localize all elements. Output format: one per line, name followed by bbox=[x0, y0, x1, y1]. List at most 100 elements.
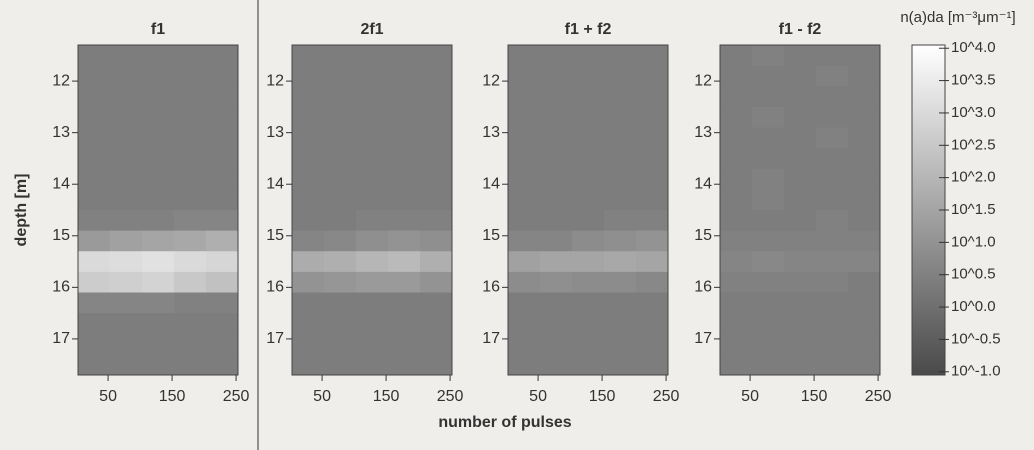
heatmap-cell bbox=[420, 189, 453, 211]
heatmap-cell bbox=[720, 45, 753, 67]
heatmap-cell bbox=[420, 354, 453, 376]
heatmap-cell bbox=[720, 313, 753, 335]
heatmap-cell bbox=[110, 251, 143, 273]
x-tick-label: 250 bbox=[865, 388, 892, 405]
heatmap-cell bbox=[540, 333, 573, 355]
heatmap-cell bbox=[636, 251, 669, 273]
heatmap-cell bbox=[110, 106, 143, 128]
heatmap-cell bbox=[816, 106, 849, 128]
heatmap-cell bbox=[604, 230, 637, 252]
heatmap-cell bbox=[78, 106, 111, 128]
heatmap-cell bbox=[816, 354, 849, 376]
heatmap-cell bbox=[324, 65, 357, 87]
heatmap-cell bbox=[784, 210, 817, 232]
heatmap-cell bbox=[356, 333, 389, 355]
heatmap-cell bbox=[572, 106, 605, 128]
y-tick-label: 12 bbox=[266, 72, 284, 89]
heatmap-cell bbox=[110, 333, 143, 355]
heatmap-cell bbox=[752, 45, 785, 67]
heatmap-cell bbox=[784, 45, 817, 67]
heatmap-cell bbox=[752, 189, 785, 211]
heatmap-cell bbox=[78, 45, 111, 67]
heatmap-cell bbox=[848, 354, 881, 376]
heatmap-cell bbox=[356, 127, 389, 149]
heatmap-cell bbox=[292, 45, 325, 67]
heatmap-cell bbox=[388, 313, 421, 335]
x-tick-label: 50 bbox=[741, 388, 759, 405]
heatmap-cell bbox=[292, 210, 325, 232]
heatmap-cell bbox=[292, 106, 325, 128]
heatmap-cell bbox=[420, 86, 453, 108]
heatmap-cell bbox=[142, 127, 175, 149]
heatmap-cell bbox=[604, 45, 637, 67]
heatmap-cell bbox=[324, 251, 357, 273]
heatmap-cell bbox=[356, 251, 389, 273]
heatmap-cell bbox=[324, 210, 357, 232]
heatmap-cell bbox=[142, 148, 175, 170]
heatmap-cell bbox=[78, 86, 111, 108]
heatmap-cell bbox=[174, 127, 207, 149]
y-tick-label: 16 bbox=[266, 279, 284, 296]
heatmap-cell bbox=[206, 189, 239, 211]
heatmap-cell bbox=[142, 189, 175, 211]
heatmap-cell bbox=[78, 65, 111, 87]
heatmap-cell bbox=[816, 168, 849, 190]
heatmap-cell bbox=[508, 86, 541, 108]
heatmap-cell bbox=[292, 127, 325, 149]
heatmap-cell bbox=[816, 210, 849, 232]
heatmap-cell bbox=[356, 168, 389, 190]
heatmap-cell bbox=[636, 127, 669, 149]
heatmap-cell bbox=[720, 292, 753, 314]
heatmap-cell bbox=[572, 148, 605, 170]
heatmap-cell bbox=[324, 127, 357, 149]
heatmap-cell bbox=[720, 127, 753, 149]
heatmap-cell bbox=[78, 127, 111, 149]
heatmap-cell bbox=[848, 230, 881, 252]
plot-frame bbox=[291, 44, 453, 376]
heatmap-cell bbox=[752, 251, 785, 273]
heatmap-cell bbox=[420, 333, 453, 355]
heatmap-cell bbox=[816, 230, 849, 252]
y-tick-label: 15 bbox=[694, 227, 712, 244]
plot-frame bbox=[507, 44, 669, 376]
heatmap-cell bbox=[78, 210, 111, 232]
heatmap-cell bbox=[540, 354, 573, 376]
heatmap-cell bbox=[604, 86, 637, 108]
heatmap-cell bbox=[206, 148, 239, 170]
heatmap-cell bbox=[636, 65, 669, 87]
heatmap-cell bbox=[356, 45, 389, 67]
colorbar-tick-label: 10^0.5 bbox=[951, 266, 996, 283]
heatmap-cell bbox=[636, 189, 669, 211]
panel-title: f1 - f2 bbox=[779, 21, 822, 38]
heatmap-cell bbox=[572, 230, 605, 252]
plot-frame bbox=[77, 44, 239, 376]
colorbar-tick-label: 10^3.0 bbox=[951, 104, 996, 121]
heatmap-cell bbox=[174, 45, 207, 67]
heatmap-cell bbox=[420, 148, 453, 170]
heatmap-cell bbox=[110, 168, 143, 190]
heatmap-cell bbox=[174, 333, 207, 355]
heatmap-cell bbox=[572, 251, 605, 273]
heatmap-cell bbox=[848, 333, 881, 355]
heatmap-cell bbox=[292, 65, 325, 87]
heatmap-cell bbox=[388, 210, 421, 232]
heatmap-cell bbox=[540, 292, 573, 314]
heatmap-cell bbox=[420, 210, 453, 232]
heatmap-cell bbox=[206, 86, 239, 108]
y-tick-label: 14 bbox=[52, 175, 70, 192]
heatmap-cell bbox=[636, 292, 669, 314]
heatmap-cell bbox=[388, 148, 421, 170]
colorbar-tick-label: 10^4.0 bbox=[951, 39, 996, 56]
heatmap-cell bbox=[142, 65, 175, 87]
heatmap-cell bbox=[636, 333, 669, 355]
y-tick-label: 15 bbox=[482, 227, 500, 244]
heatmap-cell bbox=[540, 45, 573, 67]
heatmap-cell bbox=[816, 148, 849, 170]
heatmap-cell bbox=[388, 251, 421, 273]
heatmap-cell bbox=[816, 127, 849, 149]
heatmap-cell bbox=[848, 251, 881, 273]
heatmap-cell bbox=[508, 148, 541, 170]
heatmap-cell bbox=[784, 251, 817, 273]
heatmap-cell bbox=[110, 354, 143, 376]
